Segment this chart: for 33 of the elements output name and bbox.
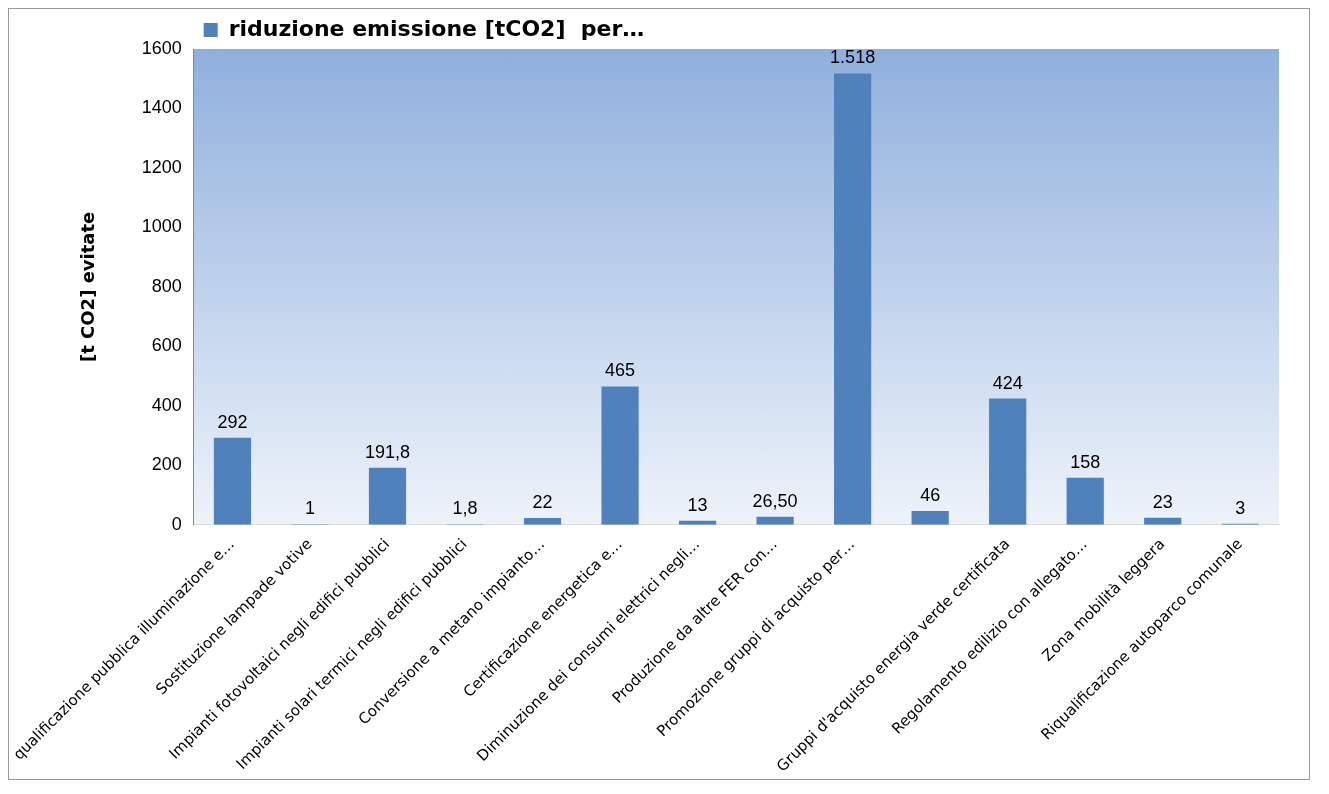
data-label: 13 xyxy=(687,494,708,515)
y-tick-label: 800 xyxy=(151,275,182,296)
data-label: 26,50 xyxy=(752,490,798,511)
bar xyxy=(213,437,252,525)
data-label: 23 xyxy=(1152,491,1173,512)
data-label: 1.518 xyxy=(830,47,876,68)
bar xyxy=(911,510,949,525)
y-axis-title: [t CO2] evitate xyxy=(76,211,98,362)
data-label: 158 xyxy=(1070,451,1101,472)
data-label: 1,8 xyxy=(452,498,478,519)
data-label: 465 xyxy=(605,360,636,381)
data-label: 1 xyxy=(304,498,315,519)
legend-label: riduzione emissione [tCO2] per… xyxy=(228,15,645,41)
y-tick-label: 0 xyxy=(171,513,182,534)
bar xyxy=(523,518,562,525)
bar xyxy=(601,386,639,525)
data-label: 191,8 xyxy=(364,441,411,462)
bar xyxy=(368,467,407,525)
y-tick-label: 1600 xyxy=(141,37,182,58)
bar xyxy=(1066,477,1104,525)
y-tick-label: 200 xyxy=(151,454,182,475)
y-tick-label: 1000 xyxy=(141,216,182,237)
y-tick-label: 400 xyxy=(151,394,182,415)
bar xyxy=(989,398,1027,525)
data-label: 22 xyxy=(532,492,553,513)
data-label: 292 xyxy=(217,411,248,432)
y-tick-label: 1200 xyxy=(141,156,182,177)
data-label: 424 xyxy=(992,372,1023,393)
data-label: 3 xyxy=(1235,497,1246,518)
bar xyxy=(834,73,872,525)
data-label: 46 xyxy=(920,484,941,505)
y-tick-label: 600 xyxy=(151,335,182,356)
y-tick-label: 1400 xyxy=(141,97,182,118)
